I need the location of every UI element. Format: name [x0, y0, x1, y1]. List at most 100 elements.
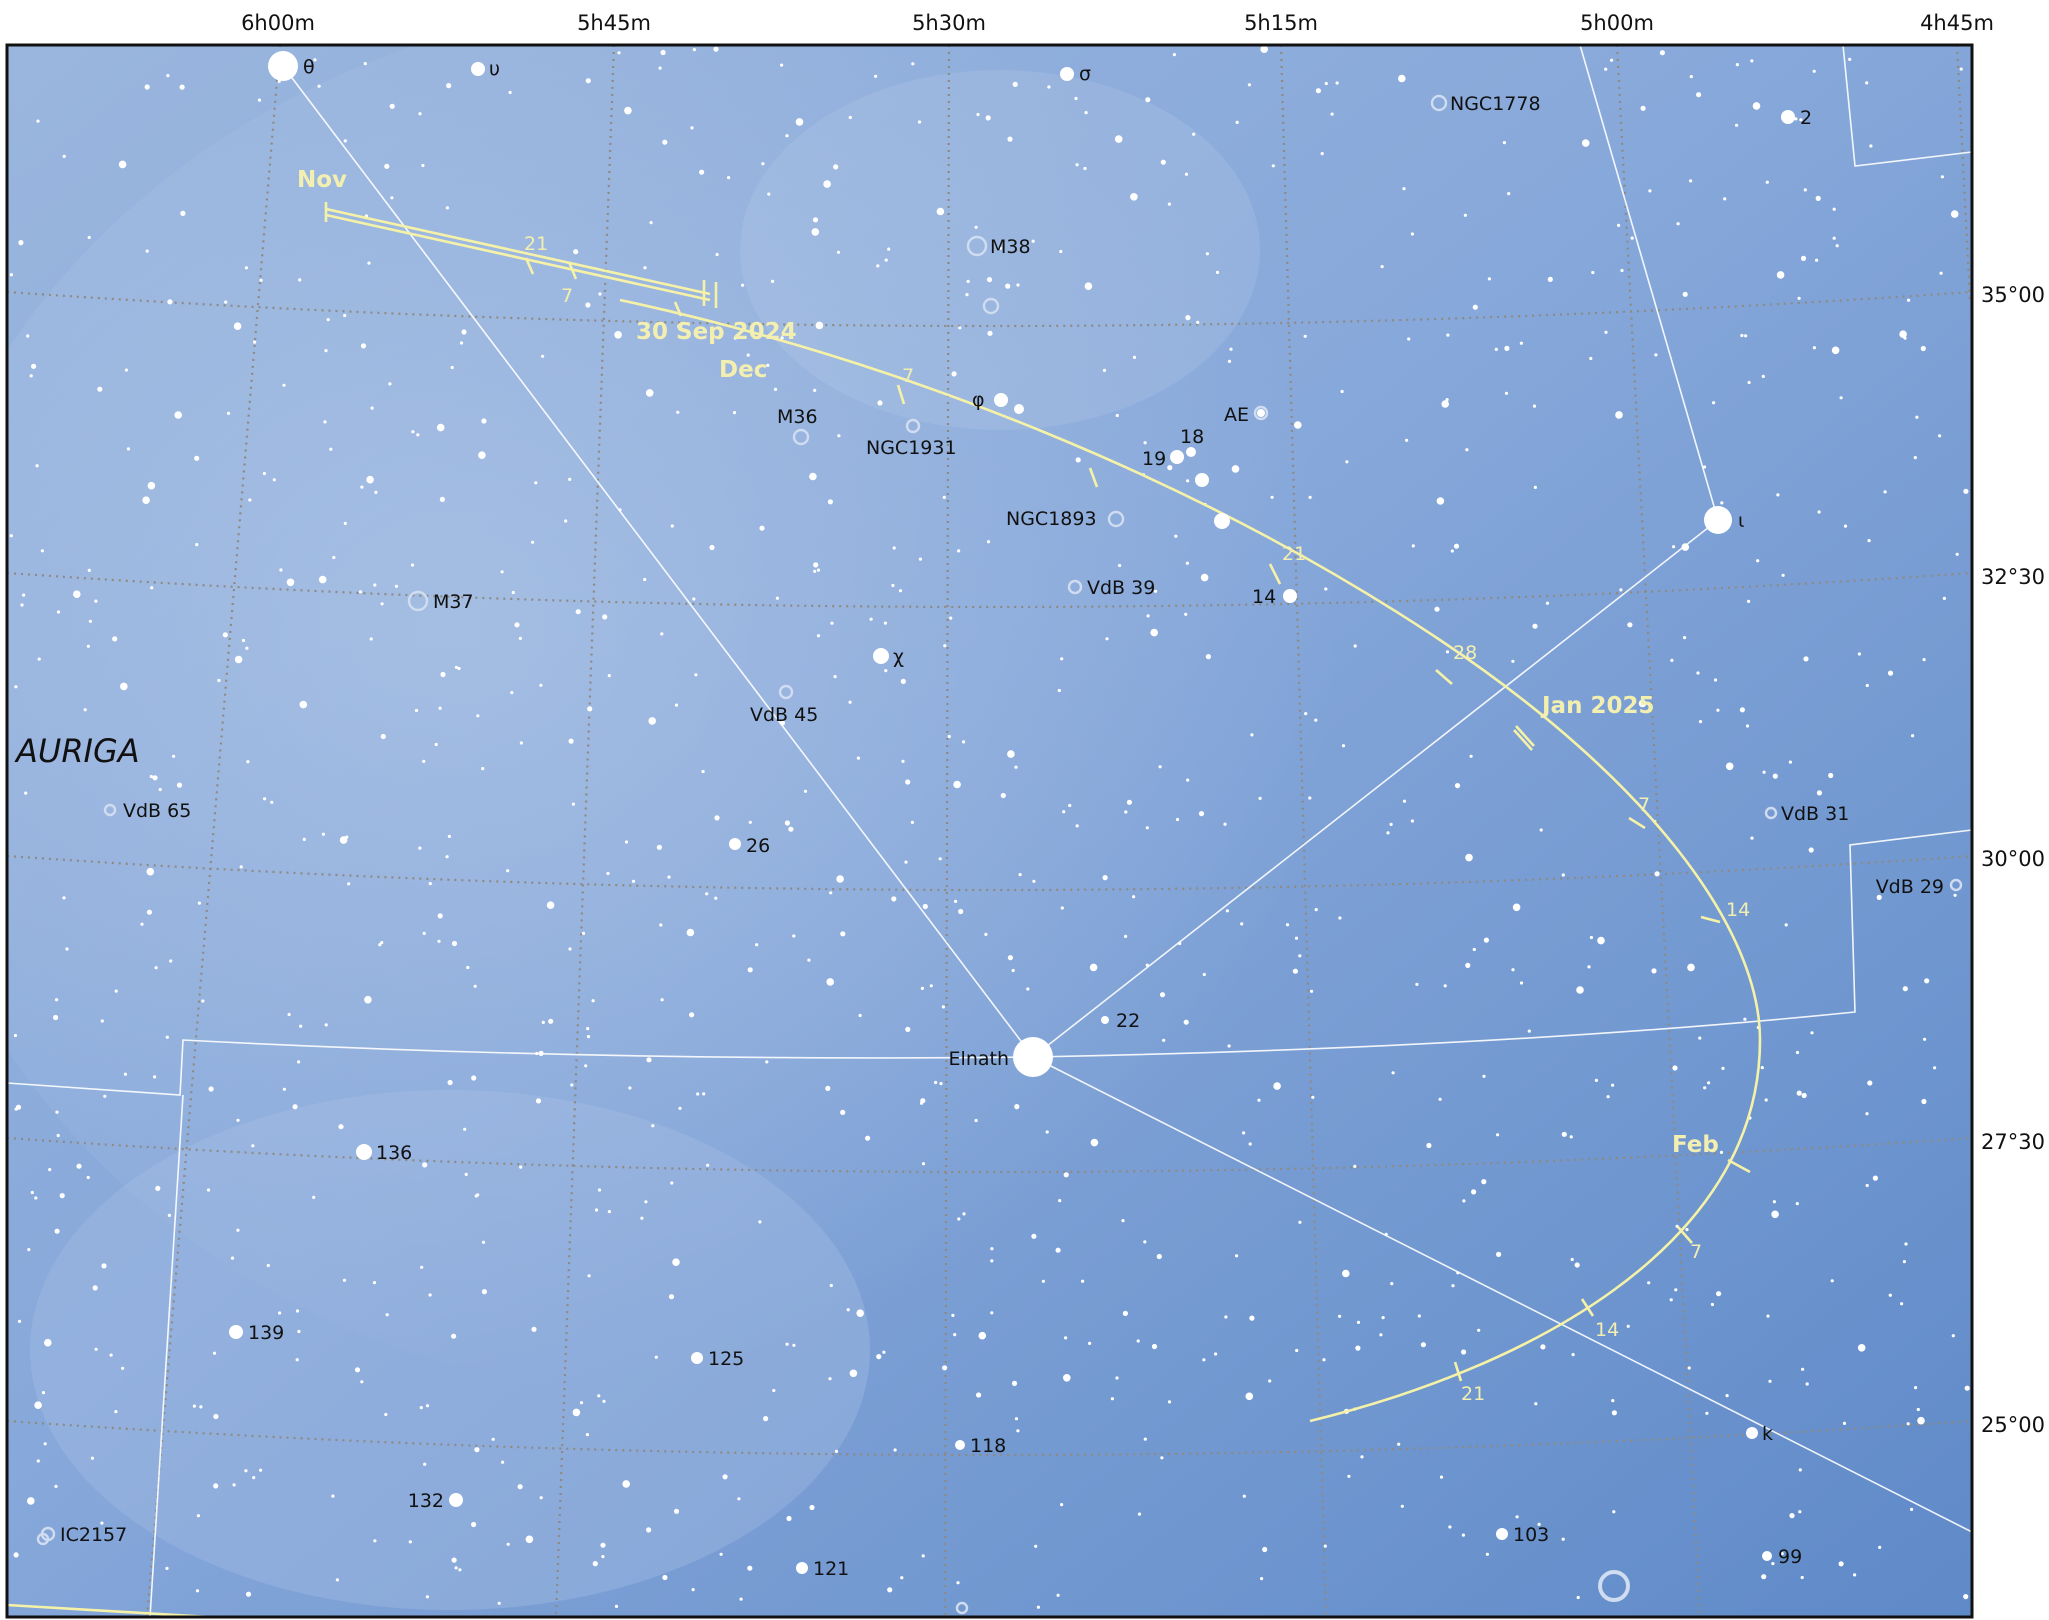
background-star [1260, 45, 1268, 53]
background-star [1223, 822, 1227, 826]
background-star [142, 496, 150, 505]
background-star [1772, 1200, 1776, 1204]
background-star [1619, 588, 1623, 592]
background-star [1768, 1379, 1772, 1383]
background-star [534, 481, 538, 485]
background-star [905, 1026, 911, 1032]
star-label: k [1762, 1423, 1773, 1445]
background-star [1532, 623, 1538, 629]
background-star [1249, 1315, 1255, 1321]
path-tick [1088, 467, 1099, 488]
background-star [1796, 1090, 1802, 1096]
background-star [891, 896, 897, 902]
background-star [1924, 978, 1930, 984]
background-star [1438, 1097, 1442, 1101]
background-star [813, 562, 819, 568]
background-star [48, 1168, 52, 1172]
background-star [1156, 1253, 1162, 1260]
background-star [248, 498, 252, 502]
background-star [461, 329, 467, 335]
background-star [1964, 1385, 1970, 1391]
background-star [1380, 265, 1384, 269]
background-star [56, 1133, 60, 1138]
background-star [692, 48, 697, 52]
background-star [1124, 810, 1128, 814]
background-star [1185, 561, 1189, 565]
background-star [1828, 772, 1834, 779]
background-star [262, 471, 266, 476]
background-star [286, 578, 295, 587]
background-star [865, 1135, 871, 1141]
background-star [1534, 1402, 1538, 1406]
background-star [1411, 544, 1415, 548]
star-label: 2 [1800, 107, 1812, 129]
background-star [384, 163, 390, 169]
background-star [230, 1256, 235, 1260]
background-star [1184, 172, 1189, 176]
background-star [911, 62, 915, 66]
background-star [1654, 871, 1660, 877]
background-star [1184, 612, 1188, 616]
path-tick [1727, 1158, 1751, 1174]
background-star [910, 820, 915, 825]
background-star [570, 1083, 574, 1087]
background-star [654, 1355, 658, 1359]
background-star [830, 621, 834, 625]
background-star [313, 58, 317, 62]
background-star [439, 496, 445, 502]
background-star [1059, 249, 1063, 254]
background-star [459, 341, 464, 345]
bright-star-icon [1013, 1037, 1053, 1077]
background-star [54, 1484, 58, 1488]
background-star [451, 1557, 457, 1563]
dec-grid-line [7, 1419, 1972, 1457]
background-star [1398, 74, 1406, 83]
background-star [1298, 1220, 1302, 1224]
background-star [1532, 404, 1537, 408]
background-star [414, 708, 419, 713]
background-star [259, 278, 263, 282]
background-star [1571, 1353, 1575, 1357]
dec-label: 30°00 [1981, 847, 2045, 871]
background-star [244, 266, 248, 270]
background-star [1789, 1513, 1795, 1519]
date-tick-label: 28 [1453, 642, 1477, 664]
ra-axis-labels: 6h00m 5h45m 5h30m 5h15m 5h00m 4h45m [241, 11, 1994, 35]
background-star [418, 846, 422, 850]
background-star [884, 258, 888, 262]
background-star [587, 1274, 591, 1278]
background-star [458, 1568, 462, 1572]
background-star [13, 1552, 19, 1558]
chart-frame [5, 43, 1974, 1619]
background-star [1627, 622, 1633, 628]
background-star [1338, 916, 1342, 920]
stick-figure-line [282, 65, 1034, 1058]
background-star [1698, 1036, 1702, 1040]
background-star [807, 958, 811, 962]
background-star [437, 939, 441, 943]
background-star [1815, 258, 1819, 262]
background-star [846, 1308, 850, 1312]
background-star [990, 1247, 994, 1251]
background-star [101, 1263, 107, 1269]
background-star [1360, 1455, 1364, 1459]
background-star [1060, 657, 1064, 661]
background-star [1795, 1050, 1800, 1055]
background-star [1034, 1544, 1038, 1548]
background-star [1143, 1240, 1147, 1244]
background-star [331, 1494, 335, 1498]
background-star [1640, 105, 1646, 111]
background-star [1273, 1082, 1281, 1090]
background-star [1417, 1314, 1421, 1318]
background-star [986, 277, 993, 283]
nebula-icon [103, 803, 117, 817]
background-star [1872, 1175, 1878, 1181]
background-star [1426, 1142, 1432, 1149]
background-star [1765, 180, 1769, 184]
background-star [481, 1240, 486, 1244]
background-star [893, 1448, 897, 1452]
background-star [1446, 333, 1450, 337]
star-icon [1186, 447, 1196, 457]
path-tick [1628, 816, 1646, 830]
background-star [1744, 334, 1748, 338]
